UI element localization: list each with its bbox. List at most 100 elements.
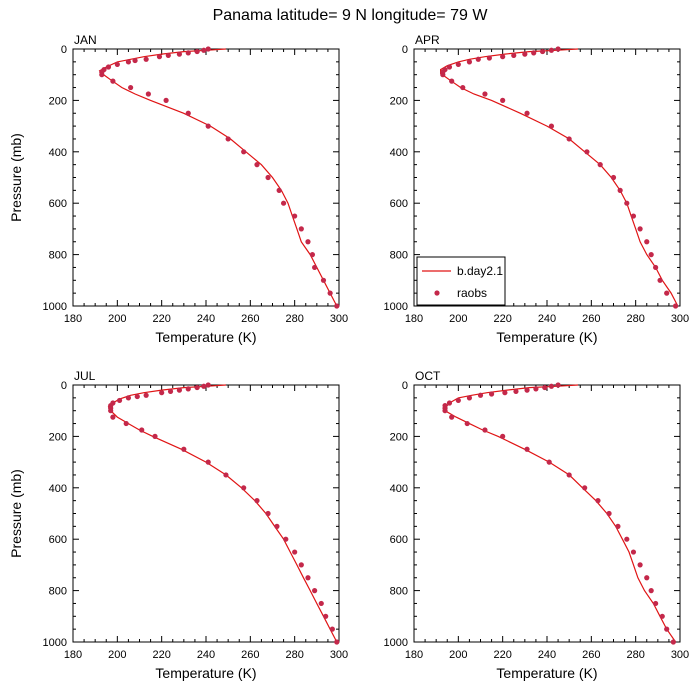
panel-label: APR [415,33,440,47]
x-tick-label: 240 [197,313,215,325]
raob-point [488,391,495,397]
raob-point [566,472,572,478]
x-tick-label: 280 [626,313,644,325]
y-tick-label: 800 [390,586,408,598]
x-tick-label: 180 [64,313,82,325]
panel-jul: 180 200 220 240 260 280 300 0 200 400 600 800 1000 Te… [8,369,348,681]
raob-point [555,46,561,52]
raob-point [548,47,555,53]
y-tick-label: 200 [49,95,67,107]
x-tick-label: 300 [671,313,689,325]
raob-point [566,136,572,142]
panel-oct: 180 200 220 240 260 280 300 0 200 400 600 800 1000 Te… [384,369,690,681]
raob-point [617,187,623,193]
legend-label: raobs [457,286,487,300]
raob-point [482,91,488,97]
raob-point [241,485,247,491]
raob-point [105,64,112,70]
y-tick-label: 800 [49,250,67,262]
raob-point [477,392,484,398]
raob-point [114,61,120,68]
raob-point [624,536,630,542]
model-line [444,384,677,643]
raob-point [265,174,271,181]
x-tick-label: 240 [197,649,215,661]
plot-frame [72,48,340,307]
raob-point [254,498,260,504]
legend-label: b.day2.1 [457,264,503,278]
raob-point [582,485,588,491]
panel-jan: 180 200 220 240 260 280 300 0 200 400 600 800 1000 Te… [8,33,348,345]
raob-point [630,549,637,555]
y-tick-label: 800 [390,250,408,262]
raob-point [664,290,670,296]
model-line [440,48,679,307]
raob-point [201,383,207,389]
raob-point [176,387,182,393]
raob-point [123,420,129,427]
raob-point [502,390,508,396]
x-tick-label: 220 [493,649,511,661]
y-tick-label: 1000 [384,301,408,313]
raob-point [624,200,630,206]
y-tick-label: 800 [49,586,67,598]
x-tick-label: 280 [285,313,303,325]
y-tick-label: 1000 [43,301,67,313]
raob-point [334,303,340,309]
raob-point [163,97,169,103]
raob-point [312,588,318,594]
y-tick-label: 400 [390,147,408,159]
raob-point [637,562,643,568]
raob-point [446,400,453,406]
raob-point [334,639,340,645]
raob-point [185,386,191,392]
y-tick-label: 0 [402,380,408,392]
raob-point [99,72,105,78]
raob-point [610,174,617,181]
plot-frame [72,384,340,643]
raob-point [584,149,590,155]
raob-point [125,395,132,401]
raob-point [309,252,315,258]
raob-point [312,264,318,271]
y-tick-label: 600 [49,534,67,546]
x-tick-label: 180 [405,649,423,661]
raob-point [254,162,260,168]
x-tick-label: 220 [152,313,170,325]
raob-point [595,498,601,504]
raob-point [134,393,140,400]
raob-point [327,290,333,296]
y-tick-label: 1000 [43,637,67,649]
raob-point [449,414,455,420]
panel-apr: 180 200 220 240 260 280 300 0 200 400 600 800 1000 Te… [384,33,690,345]
raob-point [542,384,548,391]
raob-point [225,136,231,142]
raob-point [205,123,211,129]
raob-point [329,626,335,632]
raob-point [292,213,298,219]
raob-point [466,59,473,65]
raob-point [143,56,149,62]
raob-point [500,54,506,60]
y-tick-label: 600 [49,198,67,210]
raob-point [464,420,470,427]
raob-point [500,433,506,439]
raob-point [653,264,659,271]
figure-title: Panama latitude= 9 N longitude= 79 W [213,7,489,24]
raob-point [283,536,289,542]
raob-point [653,600,659,607]
raob-point [446,64,453,70]
x-tick-label: 280 [285,649,303,661]
x-tick-label: 220 [152,649,170,661]
x-tick-label: 180 [405,313,423,325]
raob-point [156,54,163,60]
x-axis-title: Temperature (K) [496,329,597,345]
chart-panels: 180 200 220 240 260 280 300 0 200 400 600 800 1000 Te… [8,33,689,681]
x-tick-label: 200 [449,313,467,325]
raob-point [524,110,530,116]
raob-point [455,61,461,68]
x-tick-label: 260 [582,313,600,325]
raob-point [548,123,555,129]
raob-point [298,226,304,232]
x-tick-label: 200 [108,313,126,325]
